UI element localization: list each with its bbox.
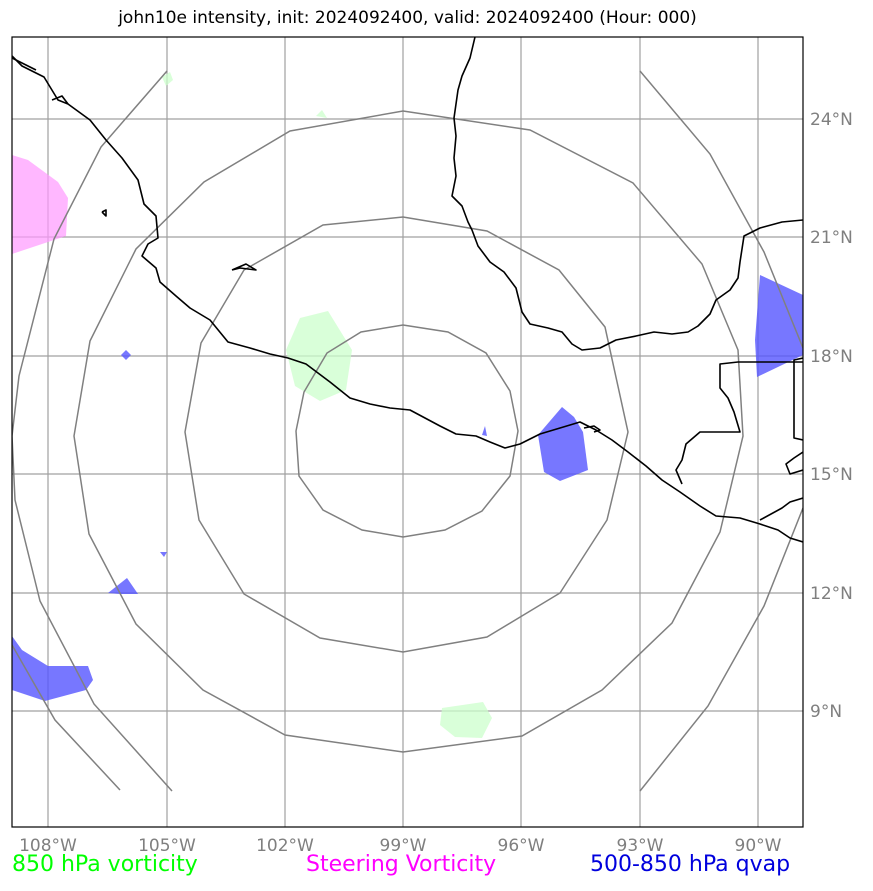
lon-tick-label: 105°W (138, 836, 196, 856)
map-title: john10e intensity, init: 2024092400, val… (118, 8, 697, 28)
lon-tick-label: 99°W (380, 836, 427, 856)
lat-tick-labels: 24°N 21°N 18°N 15°N 12°N 9°N (810, 110, 853, 722)
gridlines (12, 37, 803, 827)
lat-tick-label: 9°N (810, 702, 842, 722)
legend-steering-vorticity: Steering Vorticity (306, 852, 497, 877)
vorticity-850-fill (162, 72, 492, 738)
lon-tick-labels: 108°W 105°W 102°W 99°W 96°W 93°W 90°W (19, 836, 782, 856)
legend-850-vorticity: 850 hPa vorticity (12, 852, 198, 877)
plot-frame (11, 36, 804, 828)
lat-tick-label: 18°N (810, 347, 853, 367)
lat-tick-label: 21°N (810, 228, 853, 248)
steering-vorticity-fill (12, 155, 68, 254)
lon-tick-label: 96°W (498, 836, 545, 856)
qvap-fill (12, 275, 803, 701)
lat-tick-label: 12°N (810, 584, 853, 604)
lon-tick-label: 102°W (256, 836, 314, 856)
lat-tick-label: 15°N (810, 465, 853, 485)
lat-tick-label: 24°N (810, 110, 853, 130)
lon-tick-label: 108°W (19, 836, 77, 856)
coastlines (12, 37, 803, 543)
lon-tick-label: 93°W (617, 836, 664, 856)
range-rings (12, 70, 803, 792)
lon-tick-label: 90°W (735, 836, 782, 856)
legend-qvap: 500-850 hPa qvap (590, 852, 791, 877)
